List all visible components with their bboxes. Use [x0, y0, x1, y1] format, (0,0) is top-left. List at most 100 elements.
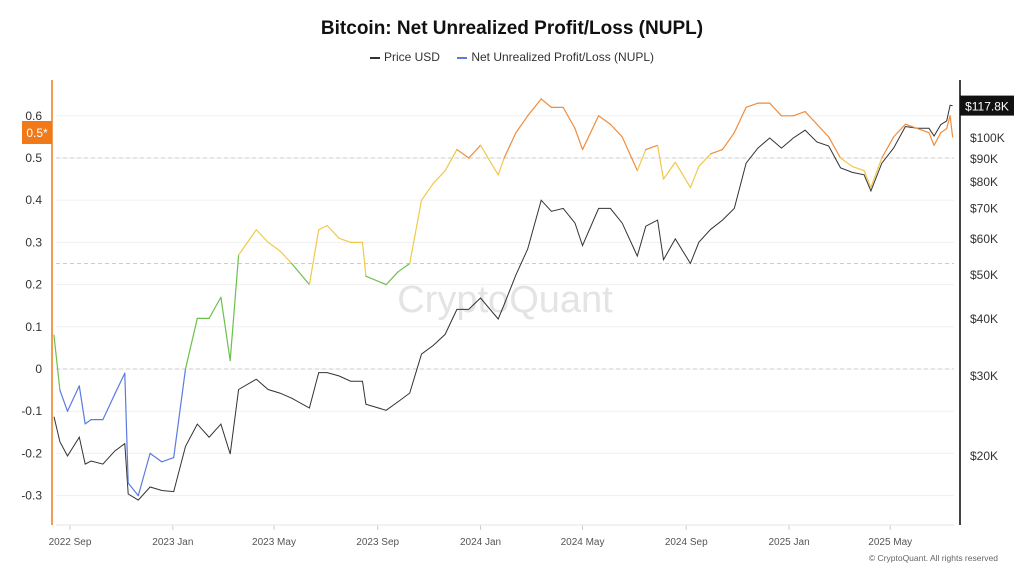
- nupl-segment: [828, 136, 842, 159]
- nupl-segment: [184, 317, 198, 370]
- left-tick-label: 0.3: [25, 235, 42, 249]
- nupl-segment: [161, 457, 175, 463]
- nupl-segment: [816, 123, 830, 138]
- nupl-segment: [318, 224, 328, 231]
- nupl-segment: [361, 241, 367, 277]
- nupl-segment: [66, 385, 80, 412]
- nupl-segment: [497, 157, 505, 176]
- legend-item-price[interactable]: Price USD: [369, 50, 440, 64]
- nupl-segment: [229, 254, 240, 362]
- left-tick-label: 0.6: [25, 109, 42, 123]
- nupl-segment: [127, 482, 139, 497]
- nupl-segment: [621, 136, 638, 172]
- x-tick-label: 2024 Jan: [460, 537, 501, 548]
- legend-swatch-price: [369, 57, 380, 59]
- legend-label-nupl: Net Unrealized Profit/Loss (NUPL): [471, 50, 655, 64]
- nupl-segment: [656, 144, 665, 180]
- current-price-badge: [960, 95, 1014, 116]
- right-tick-label: $50K: [970, 268, 998, 282]
- left-tick-label: 0: [35, 362, 42, 376]
- x-tick-label: 2023 Sep: [356, 537, 399, 548]
- nupl-segment: [839, 157, 853, 168]
- nupl-segment: [893, 123, 907, 138]
- nupl-segment: [581, 115, 600, 151]
- current-nupl-label: 0.5*: [26, 126, 48, 140]
- left-tick-label: 0.4: [25, 193, 42, 207]
- legend-label-price: Price USD: [383, 50, 440, 64]
- x-tick-label: 2023 Jan: [152, 537, 193, 548]
- legend: Price USD Net Unrealized Profit/Loss (NU…: [0, 50, 1024, 64]
- nupl-segment: [238, 229, 257, 256]
- right-tick-label: $30K: [970, 369, 998, 383]
- x-tick-label: 2022 Sep: [49, 537, 92, 548]
- x-tick-label: 2023 May: [252, 537, 296, 548]
- nupl-segment: [904, 123, 918, 130]
- current-nupl-badge: [22, 121, 52, 144]
- nupl-segment: [326, 224, 340, 239]
- nupl-segment: [102, 393, 116, 421]
- legend-item-nupl[interactable]: Net Unrealized Profit/Loss (NUPL): [457, 50, 654, 64]
- nupl-segment: [540, 98, 552, 108]
- nupl-segment: [636, 148, 647, 172]
- x-tick-label: 2025 May: [868, 537, 912, 548]
- left-tick-label: 0.1: [25, 320, 42, 334]
- nupl-segment: [946, 115, 951, 130]
- right-tick-label: $20K: [970, 449, 998, 463]
- nupl-segment: [137, 452, 151, 497]
- nupl-segment: [468, 144, 482, 159]
- nupl-segment: [689, 165, 700, 189]
- nupl-segment: [574, 127, 584, 151]
- nupl-segment: [933, 132, 942, 146]
- nupl-segment: [881, 136, 895, 159]
- nupl-segment: [420, 182, 434, 201]
- nupl-segment: [479, 144, 499, 176]
- nupl-segment: [515, 115, 529, 134]
- nupl-segment: [173, 368, 187, 459]
- nupl-segment: [338, 237, 352, 243]
- nupl-segment: [940, 127, 948, 134]
- nupl-segment: [792, 110, 806, 117]
- nupl-segment: [851, 165, 865, 172]
- nupl-segment: [53, 334, 61, 391]
- left-tick-label: -0.3: [21, 489, 42, 503]
- x-tick-label: 2024 Sep: [665, 537, 708, 548]
- nupl-segment: [124, 372, 129, 484]
- nupl-segment: [59, 389, 69, 412]
- right-tick-label: $80K: [970, 175, 998, 189]
- nupl-segment: [365, 275, 387, 286]
- nupl-segment: [527, 98, 542, 117]
- nupl-segment: [255, 229, 269, 243]
- nupl-segment: [928, 132, 935, 146]
- right-tick-label: $90K: [970, 152, 998, 166]
- legend-swatch-nupl: [457, 57, 468, 59]
- price-line: [53, 104, 953, 501]
- nupl-segment: [949, 115, 954, 138]
- nupl-segment: [456, 148, 470, 159]
- nupl-segment: [291, 262, 311, 286]
- nupl-segment: [220, 296, 231, 362]
- nupl-segment: [385, 271, 399, 286]
- nupl-segment: [409, 199, 423, 265]
- nupl-segment: [916, 127, 930, 134]
- nupl-segment: [114, 372, 126, 395]
- left-tick-label: 0.2: [25, 278, 42, 292]
- right-tick-label: $40K: [970, 312, 998, 326]
- chart-title: Bitcoin: Net Unrealized Profit/Loss (NUP…: [320, 18, 704, 39]
- left-tick-label: -0.2: [21, 446, 42, 460]
- right-tick-label: $70K: [970, 201, 998, 215]
- nupl-segment: [444, 148, 458, 172]
- nupl-segment: [698, 153, 712, 168]
- nupl-segment: [279, 250, 293, 265]
- nupl-segment: [710, 148, 724, 155]
- nupl-segment: [84, 419, 92, 425]
- nupl-segment: [503, 132, 517, 159]
- nupl-segment: [674, 161, 692, 189]
- right-tick-label: $100K: [970, 131, 1005, 145]
- nupl-segment: [721, 132, 735, 151]
- nupl-segment: [870, 157, 883, 189]
- nupl-segment: [863, 170, 872, 189]
- right-tick-label: $60K: [970, 232, 998, 246]
- nupl-segment: [733, 106, 747, 134]
- left-tick-label: -0.1: [21, 404, 42, 418]
